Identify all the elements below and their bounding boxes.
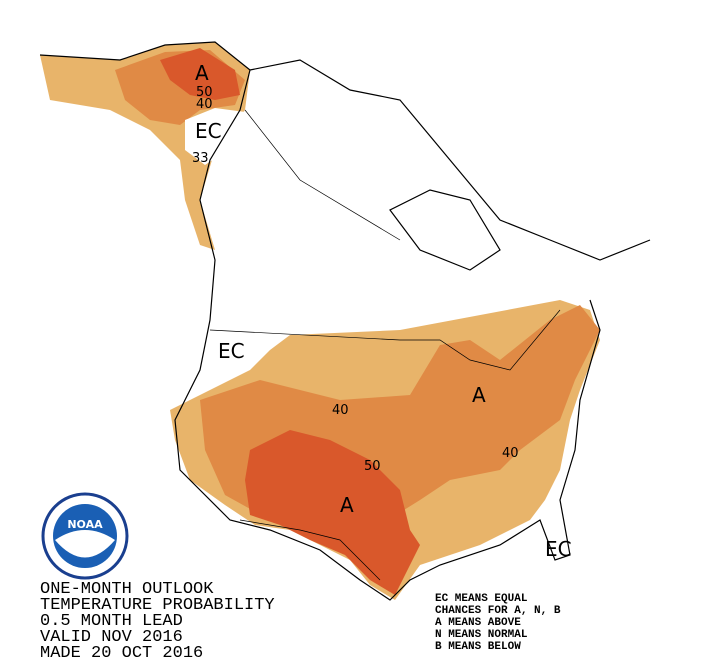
map-labels: A 50 40 EC 33 EC 40 50 A A 40 EC	[192, 61, 572, 561]
logo-text: NOAA	[67, 518, 103, 531]
alaska-ec	[185, 108, 245, 165]
outlook-info: ONE-MONTH OUTLOOK TEMPERATURE PROBABILIT…	[40, 580, 275, 663]
legend-line: B MEANS BELOW	[435, 641, 521, 653]
info-line: ONE-MONTH OUTLOOK	[40, 580, 214, 599]
conus-dark	[245, 430, 420, 595]
legend-line: N MEANS NORMAL	[435, 629, 528, 641]
noaa-logo: NOAA	[41, 492, 129, 580]
map-label: EC	[195, 119, 222, 143]
probability-shading	[40, 42, 600, 600]
map-label: 33	[192, 151, 209, 166]
alaska-dark	[160, 48, 240, 100]
info-line: VALID NOV 2016	[40, 628, 183, 647]
map-label: EC	[218, 339, 245, 363]
legend-line: CHANCES FOR A, N, B	[435, 605, 561, 617]
info-line: MADE 20 OCT 2016	[40, 644, 203, 663]
map-label: 50	[364, 459, 381, 474]
hudson-bay	[389, 189, 501, 271]
legend-line: EC MEANS EQUAL	[435, 593, 528, 605]
map-label: 40	[502, 446, 519, 461]
us-mexico-border	[239, 519, 381, 581]
west-coast	[39, 41, 601, 601]
map-label: 40	[332, 403, 349, 418]
info-line: TEMPERATURE PROBABILITY	[40, 596, 275, 615]
logo-gull	[55, 530, 115, 558]
arctic-coast	[249, 59, 651, 261]
legend: EC MEANS EQUAL CHANCES FOR A, N, B A MEA…	[435, 593, 561, 653]
map-label: EC	[545, 537, 572, 561]
map-label: A	[340, 493, 354, 517]
map-label: A	[472, 383, 486, 407]
alaska-border	[244, 109, 401, 241]
legend-line: A MEANS ABOVE	[435, 617, 521, 629]
info-line: 0.5 MONTH LEAD	[40, 612, 183, 631]
map-label: 50	[196, 85, 213, 100]
us-canada-border	[209, 309, 561, 371]
map-label: 40	[196, 97, 213, 112]
map-label: A	[195, 61, 209, 85]
coastlines	[39, 41, 651, 601]
